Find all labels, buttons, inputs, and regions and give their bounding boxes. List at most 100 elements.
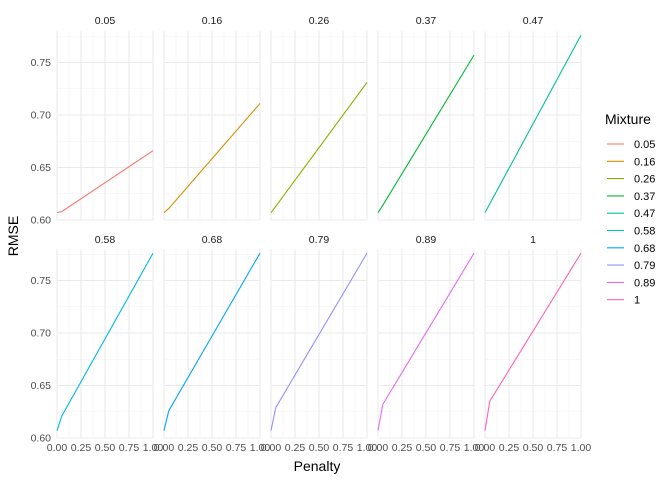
y-axis-tick-labels: 0.60 0.65 0.70 0.75 0.60 0.65 0.70 0.75 (31, 57, 52, 445)
x-tick-label: 1.00 (357, 442, 378, 454)
x-tick-label: 0.75 (547, 442, 568, 454)
gridlines (377, 31, 475, 221)
x-tick-label: 0.00 (261, 442, 282, 454)
facet-strip-label: 0.89 (416, 234, 437, 246)
x-tick-label: 0.50 (523, 442, 544, 454)
series-line-0.79 (270, 252, 368, 431)
legend-item: 1 (607, 295, 640, 307)
legend-item: 0.89 (607, 277, 655, 289)
legend-label: 0.68 (634, 243, 655, 255)
series-line-0.89 (377, 252, 475, 431)
series-line-0.16 (163, 103, 261, 214)
gridlines (270, 31, 368, 221)
x-tick-label: 1.00 (143, 442, 164, 454)
gridlines (270, 249, 368, 439)
y-tick-label: 0.75 (31, 275, 52, 287)
legend-item: 0.05 (607, 139, 655, 151)
gridlines (484, 249, 582, 439)
facet-strip-label: 0.58 (95, 234, 116, 246)
x-tick-label: 1.00 (571, 442, 592, 454)
y-tick-label: 0.70 (31, 110, 52, 122)
x-axis-tick-labels: 0.00 0.25 0.50 0.75 1.000.00 0.25 0.50 0.75 1.00… (47, 442, 592, 454)
x-tick-label: 0.25 (285, 442, 306, 454)
x-axis-title: Penalty (294, 458, 341, 474)
x-tick-label: 0.50 (309, 442, 330, 454)
x-tick-label: 0.50 (202, 442, 223, 454)
facet-strip-label: 0.05 (95, 15, 116, 27)
series-line-0.05 (56, 150, 154, 214)
x-tick-label: 0.25 (392, 442, 413, 454)
legend-title: Mixture (605, 111, 651, 127)
x-tick-label: 0.75 (226, 442, 247, 454)
facet-strip-label: 0.16 (202, 15, 223, 27)
x-tick-label: 0.25 (499, 442, 520, 454)
facet-strip-label: 1 (530, 234, 536, 246)
legend-label: 0.58 (634, 226, 655, 238)
gridlines (163, 249, 261, 439)
legend-item: 0.37 (607, 191, 655, 203)
facet-panel: 0.05 (56, 15, 154, 221)
legend-label: 0.89 (634, 277, 655, 289)
legend-label: 0.47 (634, 208, 655, 220)
x-tick-label: 0.75 (440, 442, 461, 454)
y-tick-label: 0.65 (31, 380, 52, 392)
x-tick-label: 0.00 (368, 442, 389, 454)
legend-items: 0.05 0.16 0.26 0.37 0.47 0.58 0.68 0.79 0.89 1 (607, 139, 655, 307)
series-line-0.58 (56, 252, 154, 431)
facet-panel: 0.16 (163, 15, 261, 221)
facet-panels: 0.05 0.16 0.26 0.37 0.47 0.58 0.68 0.79 0.89 1 (56, 15, 582, 439)
x-tick-label: 0.00 (154, 442, 175, 454)
facet-panel: 0.89 (377, 234, 475, 439)
gridlines (484, 31, 582, 221)
facet-panel: 0.47 (484, 15, 582, 221)
legend-label: 1 (634, 295, 640, 307)
y-tick-label: 0.70 (31, 328, 52, 340)
facet-strip-label: 0.68 (202, 234, 223, 246)
gridlines (56, 31, 154, 221)
x-tick-label: 1.00 (250, 442, 271, 454)
facet-panel: 0.58 (56, 234, 154, 439)
series-line-0.37 (377, 54, 475, 213)
y-tick-label: 0.60 (31, 215, 52, 227)
series-line-0.26 (270, 82, 368, 213)
x-tick-label: 0.50 (416, 442, 437, 454)
y-tick-label: 0.75 (31, 57, 52, 69)
x-tick-label: 0.75 (333, 442, 354, 454)
facet-strip-label: 0.47 (523, 15, 544, 27)
gridlines (56, 249, 154, 439)
y-axis-title: RMSE (5, 216, 21, 256)
legend-item: 0.26 (607, 174, 655, 186)
facet-strip-label: 0.79 (309, 234, 330, 246)
facet-panel: 0.68 (163, 234, 261, 439)
legend-item: 0.68 (607, 243, 655, 255)
x-tick-label: 0.00 (475, 442, 496, 454)
legend-item: 0.47 (607, 208, 655, 220)
legend-label: 0.26 (634, 174, 655, 186)
x-tick-label: 0.50 (95, 442, 116, 454)
facet-panel: 1 (484, 234, 582, 439)
y-tick-label: 0.60 (31, 433, 52, 445)
legend-label: 0.16 (634, 156, 655, 168)
facet-strip-label: 0.26 (309, 15, 330, 27)
x-tick-label: 0.25 (71, 442, 92, 454)
facet-panel: 0.26 (270, 15, 368, 221)
legend: Mixture 0.05 0.16 0.26 0.37 0.47 0.58 0.68 0.79… (605, 111, 655, 307)
x-tick-label: 0.25 (178, 442, 199, 454)
gridlines (163, 31, 261, 221)
x-tick-label: 0.75 (119, 442, 140, 454)
facet-panel: 0.79 (270, 234, 368, 439)
legend-item: 0.58 (607, 226, 655, 238)
x-tick-label: 1.00 (464, 442, 485, 454)
y-tick-label: 0.65 (31, 162, 52, 174)
series-line-0.68 (163, 252, 261, 431)
legend-item: 0.79 (607, 260, 655, 272)
facet-strip-label: 0.37 (416, 15, 437, 27)
x-tick-label: 0.00 (47, 442, 68, 454)
legend-label: 0.79 (634, 260, 655, 272)
series-line-0.47 (484, 34, 582, 213)
series-line-1 (484, 252, 582, 431)
legend-label: 0.05 (634, 139, 655, 151)
legend-item: 0.16 (607, 156, 655, 168)
facet-panel: 0.37 (377, 15, 475, 221)
